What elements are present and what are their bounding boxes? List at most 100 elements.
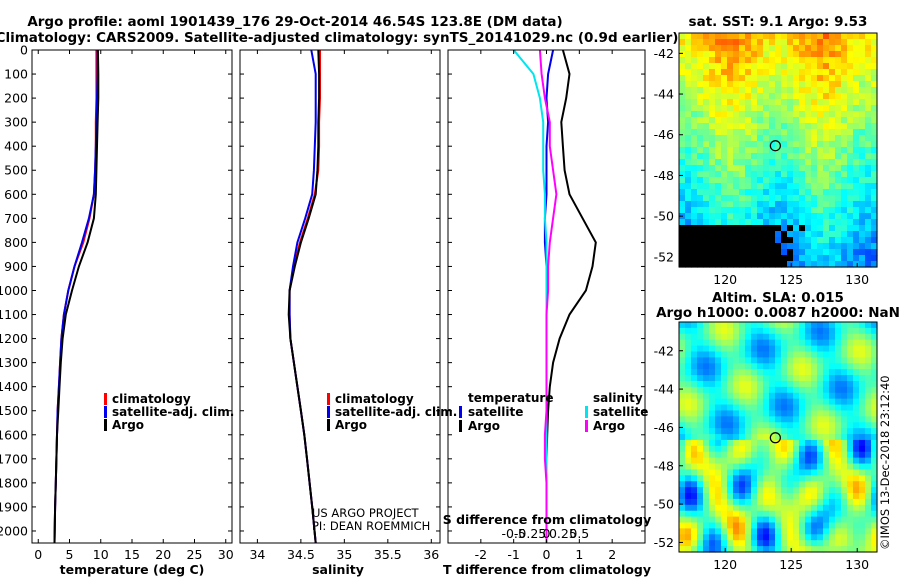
map-cell	[697, 141, 704, 148]
map-cell	[793, 129, 800, 136]
map-cell	[841, 243, 848, 250]
map-cell	[691, 392, 698, 400]
map-cell	[775, 445, 782, 453]
map-cell	[691, 475, 698, 482]
map-cell	[781, 105, 788, 112]
map-cell	[793, 231, 800, 238]
map-cell	[745, 165, 752, 172]
map-cell	[781, 528, 788, 535]
map-cell	[751, 93, 758, 100]
map-cell	[745, 207, 752, 214]
map-cell	[763, 75, 770, 82]
map-cell	[793, 219, 800, 226]
map-cell	[733, 33, 740, 40]
map-cell	[793, 392, 800, 400]
map-cell	[835, 171, 842, 178]
map-cell	[859, 141, 866, 148]
map-cell	[811, 475, 818, 482]
map-cell	[793, 457, 800, 465]
map-cell	[841, 422, 848, 429]
map-cell	[793, 135, 800, 142]
map-cell	[787, 457, 794, 465]
map-cell	[721, 45, 728, 52]
map-cell	[835, 416, 842, 423]
map-cell	[697, 428, 704, 435]
map-cell	[847, 351, 854, 358]
map-cell	[817, 481, 824, 488]
map-cell	[787, 327, 794, 335]
map-cell	[727, 534, 734, 541]
map-cell	[793, 117, 800, 124]
map-cell	[775, 463, 782, 471]
map-cell	[685, 333, 692, 341]
map-cell	[775, 111, 782, 118]
map-cell	[727, 255, 734, 262]
map-cell	[853, 498, 860, 506]
map-cell	[859, 243, 866, 250]
map-cell	[709, 165, 716, 172]
map-cell	[721, 481, 728, 488]
map-cell	[841, 93, 848, 100]
map-cell	[727, 51, 734, 58]
map-cell	[739, 201, 746, 208]
map-cell	[775, 99, 782, 106]
map-cell	[871, 487, 878, 494]
map-cell	[835, 333, 842, 341]
map-cell	[805, 39, 812, 46]
map-cell	[769, 87, 776, 94]
map-cell	[811, 69, 818, 76]
map-cell	[757, 123, 764, 130]
map-cell	[835, 111, 842, 118]
map-cell	[691, 451, 698, 459]
map-cell	[835, 243, 842, 250]
map-cell	[793, 237, 800, 244]
map-cell	[793, 463, 800, 471]
map-cell	[709, 177, 716, 184]
map-cell	[679, 57, 686, 64]
map-cell	[775, 510, 782, 518]
map-cell	[811, 439, 818, 447]
map-cell	[835, 339, 842, 347]
map-cell	[721, 404, 728, 412]
map-cell	[865, 410, 872, 417]
map-cell	[871, 463, 878, 471]
map-cell	[847, 81, 854, 88]
map-cell	[685, 189, 692, 196]
map-cell	[781, 493, 788, 500]
map-cell	[727, 183, 734, 190]
map-cell	[829, 457, 836, 465]
map-cell	[703, 398, 710, 406]
map-cell	[781, 439, 788, 447]
map-cell	[829, 463, 836, 471]
map-cell	[871, 445, 878, 453]
map-cell	[823, 129, 830, 136]
map-cell	[817, 87, 824, 94]
map-cell	[805, 45, 812, 52]
map-cell	[871, 351, 878, 358]
map-cell	[811, 225, 818, 232]
map-cell	[793, 498, 800, 506]
map-cell	[679, 504, 686, 512]
map-cell	[727, 392, 734, 400]
map-cell	[781, 99, 788, 106]
map-cell	[697, 225, 704, 232]
map-cell	[775, 165, 782, 172]
map-cell	[847, 386, 854, 394]
map-cell	[781, 386, 788, 394]
map-cell	[769, 111, 776, 118]
map-cell	[853, 237, 860, 244]
map-cell	[793, 493, 800, 500]
map-cell	[763, 439, 770, 447]
map-cell	[847, 475, 854, 482]
map-cell	[871, 386, 878, 394]
map-cell	[799, 386, 806, 394]
map-cell	[679, 225, 686, 232]
map-cell	[691, 339, 698, 347]
map-y-tick-label: -46	[654, 420, 674, 435]
map-cell	[715, 141, 722, 148]
map-cell	[685, 327, 692, 335]
map-cell	[835, 487, 842, 494]
map-cell	[847, 99, 854, 106]
map-cell	[781, 422, 788, 429]
map-cell	[679, 93, 686, 100]
